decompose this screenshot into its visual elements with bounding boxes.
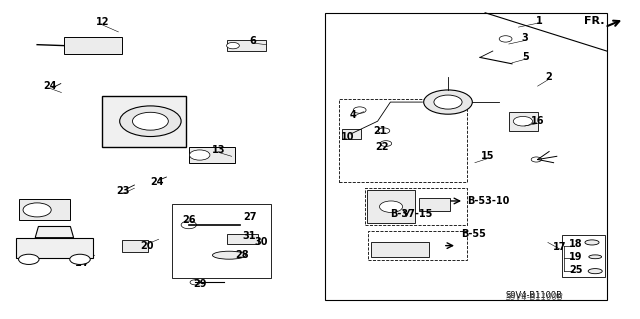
Bar — [19, 199, 70, 220]
Text: B-37-15: B-37-15 — [390, 209, 433, 219]
Bar — [562, 235, 605, 277]
Text: B-53-10: B-53-10 — [467, 196, 509, 206]
Text: 12: 12 — [95, 17, 109, 27]
Circle shape — [181, 221, 196, 229]
Text: FR.: FR. — [584, 16, 605, 26]
Text: 26: 26 — [182, 215, 196, 225]
Text: 4: 4 — [350, 110, 356, 120]
Circle shape — [23, 203, 51, 217]
Text: 2: 2 — [546, 71, 552, 82]
Bar — [339, 99, 467, 182]
Bar — [227, 40, 266, 51]
Circle shape — [190, 280, 200, 285]
Circle shape — [132, 112, 168, 130]
Text: 15: 15 — [481, 151, 495, 161]
Circle shape — [353, 107, 366, 113]
Text: 17: 17 — [553, 242, 567, 252]
Bar — [64, 37, 122, 54]
Circle shape — [531, 157, 541, 162]
Circle shape — [189, 150, 210, 160]
Ellipse shape — [588, 269, 602, 274]
Circle shape — [70, 254, 90, 264]
Ellipse shape — [589, 255, 602, 259]
Text: 10: 10 — [341, 132, 355, 142]
Bar — [189, 147, 235, 163]
Ellipse shape — [585, 240, 599, 245]
Text: 29: 29 — [193, 279, 207, 289]
Bar — [342, 129, 361, 139]
Text: 31: 31 — [243, 231, 257, 241]
Text: 1: 1 — [536, 16, 542, 26]
Text: 28: 28 — [235, 250, 249, 260]
Bar — [365, 188, 467, 225]
Text: 11: 11 — [58, 199, 72, 209]
Text: 13: 13 — [212, 145, 226, 155]
Text: 24: 24 — [150, 177, 164, 187]
Text: 25: 25 — [569, 264, 583, 275]
Text: 20: 20 — [140, 241, 154, 251]
Text: 5: 5 — [523, 52, 529, 63]
Ellipse shape — [212, 251, 246, 259]
Circle shape — [19, 254, 39, 264]
Text: 6: 6 — [250, 36, 256, 47]
Text: 19: 19 — [569, 252, 583, 262]
Text: B-55: B-55 — [461, 229, 486, 240]
Bar — [367, 190, 415, 223]
Circle shape — [513, 116, 532, 126]
Circle shape — [120, 106, 181, 137]
Text: 22: 22 — [375, 142, 389, 152]
Text: 21: 21 — [373, 126, 387, 136]
Text: 27: 27 — [243, 212, 257, 222]
Text: S9V4-B1100B: S9V4-B1100B — [506, 293, 563, 302]
Text: 3: 3 — [522, 33, 528, 43]
Bar — [368, 231, 467, 260]
Circle shape — [378, 128, 390, 134]
Bar — [16, 238, 93, 258]
Bar — [325, 13, 607, 300]
Bar — [122, 240, 148, 252]
Bar — [227, 234, 258, 244]
Text: 16: 16 — [531, 116, 545, 126]
Bar — [172, 204, 271, 278]
Bar — [102, 96, 186, 147]
Polygon shape — [35, 226, 74, 238]
Circle shape — [499, 36, 512, 42]
Circle shape — [380, 201, 403, 212]
Text: 23: 23 — [116, 186, 130, 197]
Circle shape — [227, 42, 239, 49]
Text: 18: 18 — [569, 239, 583, 249]
Circle shape — [434, 95, 462, 109]
Text: 24: 24 — [43, 81, 57, 91]
Circle shape — [380, 141, 392, 146]
Text: 14: 14 — [74, 258, 88, 268]
Circle shape — [424, 90, 472, 114]
Bar — [509, 112, 538, 131]
Text: S9V4-B1100B: S9V4-B1100B — [506, 291, 563, 300]
Bar — [419, 198, 450, 211]
Text: 30: 30 — [254, 237, 268, 248]
Bar — [371, 242, 429, 257]
